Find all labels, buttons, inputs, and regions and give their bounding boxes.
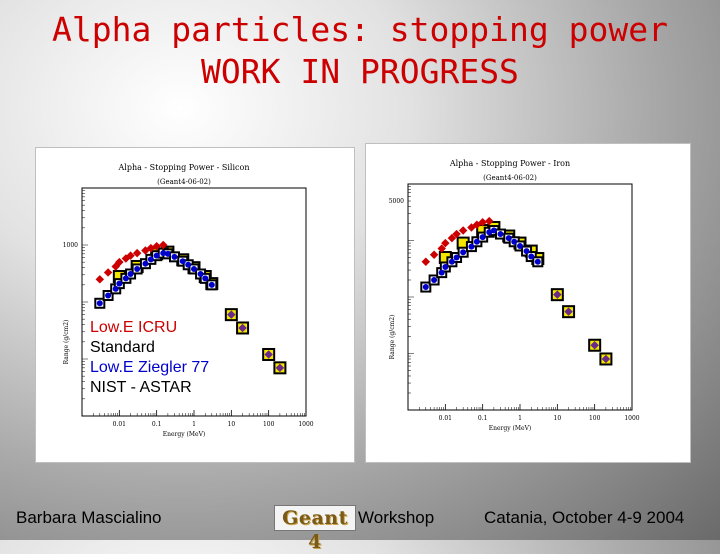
high-energy-point [590, 341, 599, 350]
footer-workshop: Workshop [358, 508, 435, 527]
chart-iron: Alpha - Stopping Power - Iron (Geant4-06-… [389, 159, 640, 432]
ziegler-point [127, 270, 134, 277]
high-energy-point [564, 307, 573, 316]
ziegler-point [528, 253, 535, 260]
ziegler-point [153, 252, 160, 259]
ziegler-point [422, 284, 429, 291]
x-axis-label: Energy (MeV) [163, 431, 206, 438]
high-energy-point [227, 310, 236, 319]
slide-subtitle: WORK IN PROGRESS [201, 52, 519, 91]
ziegler-point [442, 263, 449, 270]
legend: Low.E ICRU Standard Low.E Ziegler 77 NIS… [90, 318, 209, 398]
y-axis-label: Range (g/cm2) [63, 320, 70, 365]
icru-point [132, 248, 142, 258]
footer-place-date: Catania, October 4-9 2004 [484, 508, 685, 527]
y-tick-label: 5000 [389, 198, 404, 205]
chart-panel-silicon: Alpha - Stopping Power - Silicon (Geant4-… [36, 148, 354, 462]
ziegler-point [448, 258, 455, 265]
high-energy-point [275, 363, 285, 373]
x-tick-label: 0.01 [113, 421, 126, 428]
ziegler-point [490, 227, 497, 234]
ziegler-point [534, 258, 541, 265]
geant4-logo: Geant 4 [274, 505, 356, 553]
x-axis-label: Energy (MeV) [489, 425, 532, 432]
x-tick-label: 10 [554, 415, 562, 422]
x-tick-label: 100 [589, 415, 601, 422]
ziegler-point [202, 275, 209, 282]
ziegler-point [185, 261, 192, 268]
ziegler-point [164, 250, 171, 257]
ziegler-point [517, 242, 523, 249]
ziegler-point [191, 265, 197, 272]
ziegler-point [453, 254, 460, 261]
ziegler-point [112, 285, 119, 292]
legend-item-standard: Standard [90, 339, 155, 356]
ziegler-point [460, 249, 467, 256]
ziegler-point [116, 280, 123, 287]
ziegler-point [122, 275, 129, 282]
icru-point [115, 257, 124, 267]
icru-point [421, 257, 431, 267]
icru-point [484, 216, 494, 226]
chart-title: Alpha - Stopping Power - Iron [449, 159, 570, 168]
y-axis-label: Range (g/cm2) [389, 315, 396, 360]
plot-frame [407, 183, 633, 411]
ziegler-point [479, 234, 486, 241]
high-energy-point [238, 323, 247, 333]
high-energy-point [264, 350, 273, 359]
ziegler-point [497, 231, 504, 238]
icru-point [447, 233, 457, 243]
ziegler-point [147, 256, 154, 263]
icru-point [158, 240, 168, 250]
chart-panel-iron: Alpha - Stopping Power - Iron (Geant4-06-… [366, 144, 690, 462]
icru-point [429, 250, 439, 259]
x-tick-label: 1000 [298, 421, 313, 428]
legend-item-nist-astar: NIST - ASTAR [90, 379, 192, 396]
x-tick-label: 1 [518, 415, 522, 422]
footer-author: Barbara Mascialino [16, 508, 162, 527]
ziegler-point [505, 235, 512, 242]
chart-subtitle: (Geant4-06-02) [483, 174, 537, 182]
chart-silicon: Alpha - Stopping Power - Silicon (Geant4-… [63, 163, 314, 438]
y-tick-label: 1000 [63, 242, 78, 249]
x-tick-label: 0.1 [478, 415, 488, 422]
legend-item-lowe-icru: Low.E ICRU [90, 319, 178, 336]
ziegler-point [96, 300, 103, 307]
ziegler-point [179, 258, 186, 265]
ziegler-point [438, 269, 445, 276]
ziegler-point [468, 243, 475, 250]
ziegler-point [511, 238, 518, 245]
slide-title: Alpha particles: stopping power [52, 10, 668, 49]
icru-point [458, 226, 468, 235]
ziegler-point [171, 253, 178, 260]
ziegler-point [142, 260, 149, 267]
x-tick-label: 0.1 [152, 421, 162, 428]
legend-item-lowe-ziegler: Low.E Ziegler 77 [90, 359, 210, 376]
high-energy-point [553, 290, 562, 299]
icru-point [95, 275, 105, 284]
x-tick-label: 10 [228, 421, 236, 428]
ziegler-point [473, 238, 480, 245]
icru-point [126, 251, 135, 260]
x-tick-label: 100 [263, 421, 275, 428]
icru-point [437, 244, 446, 253]
icru-point [478, 218, 487, 227]
x-tick-label: 1 [192, 421, 196, 428]
ziegler-point [160, 250, 167, 257]
x-tick-label: 0.01 [439, 415, 452, 422]
ziegler-point [208, 281, 215, 288]
ziegler-point [134, 265, 141, 272]
chart-subtitle: (Geant4-06-02) [157, 178, 211, 186]
ziegler-point [431, 276, 438, 283]
high-energy-point [601, 354, 611, 364]
ziegler-point [486, 229, 493, 236]
ziegler-point [197, 270, 204, 277]
ziegler-point [523, 248, 530, 255]
chart-title: Alpha - Stopping Power - Silicon [118, 163, 250, 172]
icru-point [152, 242, 161, 251]
icru-point [103, 268, 113, 277]
ziegler-point [105, 292, 112, 299]
x-tick-label: 1000 [624, 415, 639, 422]
icru-point [452, 229, 461, 239]
